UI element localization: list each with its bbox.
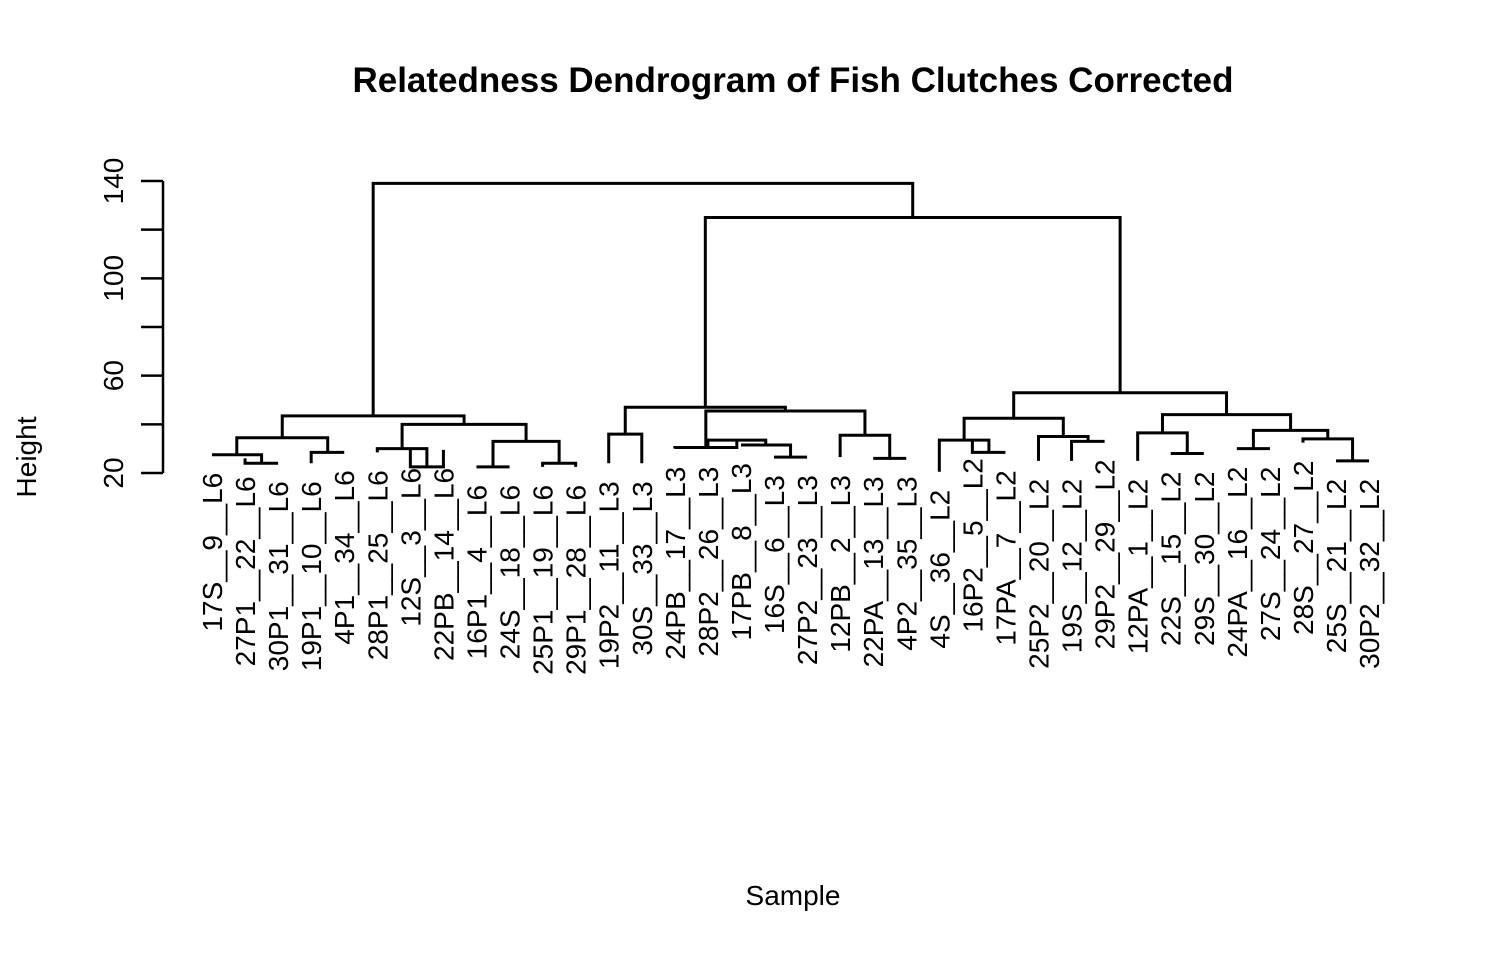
leaf-label: 25P2__20__L2 <box>1024 479 1055 669</box>
leaf-label: 27S__24__L2 <box>1255 467 1286 641</box>
dendrogram-merge <box>309 450 345 464</box>
dendrogram-merge <box>703 216 1122 408</box>
leaf-label: 28P2__26__L3 <box>693 467 724 657</box>
leaf-label: 19P1__10__L6 <box>296 481 327 671</box>
leaf-label: 22PB__14__L6 <box>428 468 459 661</box>
leaf-label: 17PA__7__L2 <box>990 470 1021 645</box>
leaf-label: 22PA__13__L3 <box>858 476 889 667</box>
leaf-label: 12PA__1__L2 <box>1123 479 1154 654</box>
leaf-label: 28S__27__L2 <box>1288 461 1319 635</box>
leaf-label: 17S__9__L6 <box>197 473 228 632</box>
leaf-label: 16P1__4__L6 <box>461 485 492 659</box>
dendrogram-merge <box>491 439 561 467</box>
y-axis: 20 60 100 140 <box>98 158 165 489</box>
leaf-label: 28P1__25__L6 <box>362 470 393 660</box>
leaf-label: 19S__12__L2 <box>1057 479 1088 653</box>
leaf-label: 24S__18__L6 <box>495 485 526 659</box>
leaf-label: 25P1__19__L6 <box>528 485 559 675</box>
y-tick-label: 140 <box>98 158 129 205</box>
dendrogram-merge <box>740 443 793 458</box>
leaf-label: 30P1__31__L6 <box>263 481 294 671</box>
dendrogram-merge <box>212 453 264 464</box>
dendrogram-merge <box>970 440 1006 454</box>
dendrogram-merge <box>235 436 330 455</box>
leaf-label: 30P2__32__L2 <box>1354 479 1385 669</box>
leaf-label: 27P1__22__L6 <box>230 476 261 666</box>
dendrogram-merge <box>280 414 466 438</box>
leaf-label: 12PB__2__L3 <box>825 475 856 653</box>
chart-title: Relatedness Dendrogram of Fish Clutches … <box>352 61 1233 100</box>
leaf-label: 17PB__8__L3 <box>726 463 757 641</box>
leaf-label: 4P2__35__L3 <box>891 476 922 650</box>
dendrogram-merge <box>1136 431 1189 461</box>
dendrogram-merge <box>541 461 578 467</box>
leaf-label: 24PB__17__L3 <box>660 467 691 660</box>
leaf-label: 25S__21__L2 <box>1321 479 1352 653</box>
leaf-label: 19P2__11__L3 <box>594 481 625 669</box>
dendrogram-merge <box>1251 428 1330 449</box>
leaf-label: 30S__33__L3 <box>627 481 658 655</box>
leaf-labels: 17S__9__L6 27P1__22__L6 30P1__31__L6 19P1__… <box>197 458 1385 675</box>
leaf-label: 24PA__16__L2 <box>1222 467 1253 658</box>
dendrogram-merge <box>408 449 445 469</box>
leaf-label: 16S__6__L3 <box>759 475 790 634</box>
leaf-label: 4P1__34__L6 <box>329 470 360 644</box>
leaf-label: 29P1__28__L6 <box>561 485 592 675</box>
dendrogram-merge <box>371 181 915 416</box>
dendrogram-merge <box>1070 439 1105 461</box>
y-tick-label: 100 <box>98 255 129 302</box>
y-tick-label: 20 <box>98 457 129 488</box>
dendrogram-merge <box>400 422 528 449</box>
leaf-label: 29P2__29__L2 <box>1090 459 1121 649</box>
leaf-label: 12S__3__L6 <box>395 468 426 627</box>
dendrogram-merge <box>375 447 429 467</box>
leaf-label: 27P2__23__L3 <box>792 475 823 665</box>
dendrogram-merge <box>1301 437 1355 461</box>
dendrogram-branches <box>212 181 1370 472</box>
dendrogram-merge <box>243 458 279 465</box>
leaf-label: 29S__30__L2 <box>1189 472 1220 646</box>
y-axis-label: Height <box>11 416 42 497</box>
leaf-label: 4S__36__L2 <box>924 490 955 649</box>
dendrogram-merge <box>838 433 892 459</box>
leaf-label: 16P2__5__L2 <box>957 458 988 632</box>
y-tick-label: 60 <box>98 360 129 391</box>
dendrogram-merge <box>607 432 644 464</box>
x-axis-label: Sample <box>746 880 841 911</box>
leaf-label: 22S__15__L2 <box>1156 472 1187 646</box>
